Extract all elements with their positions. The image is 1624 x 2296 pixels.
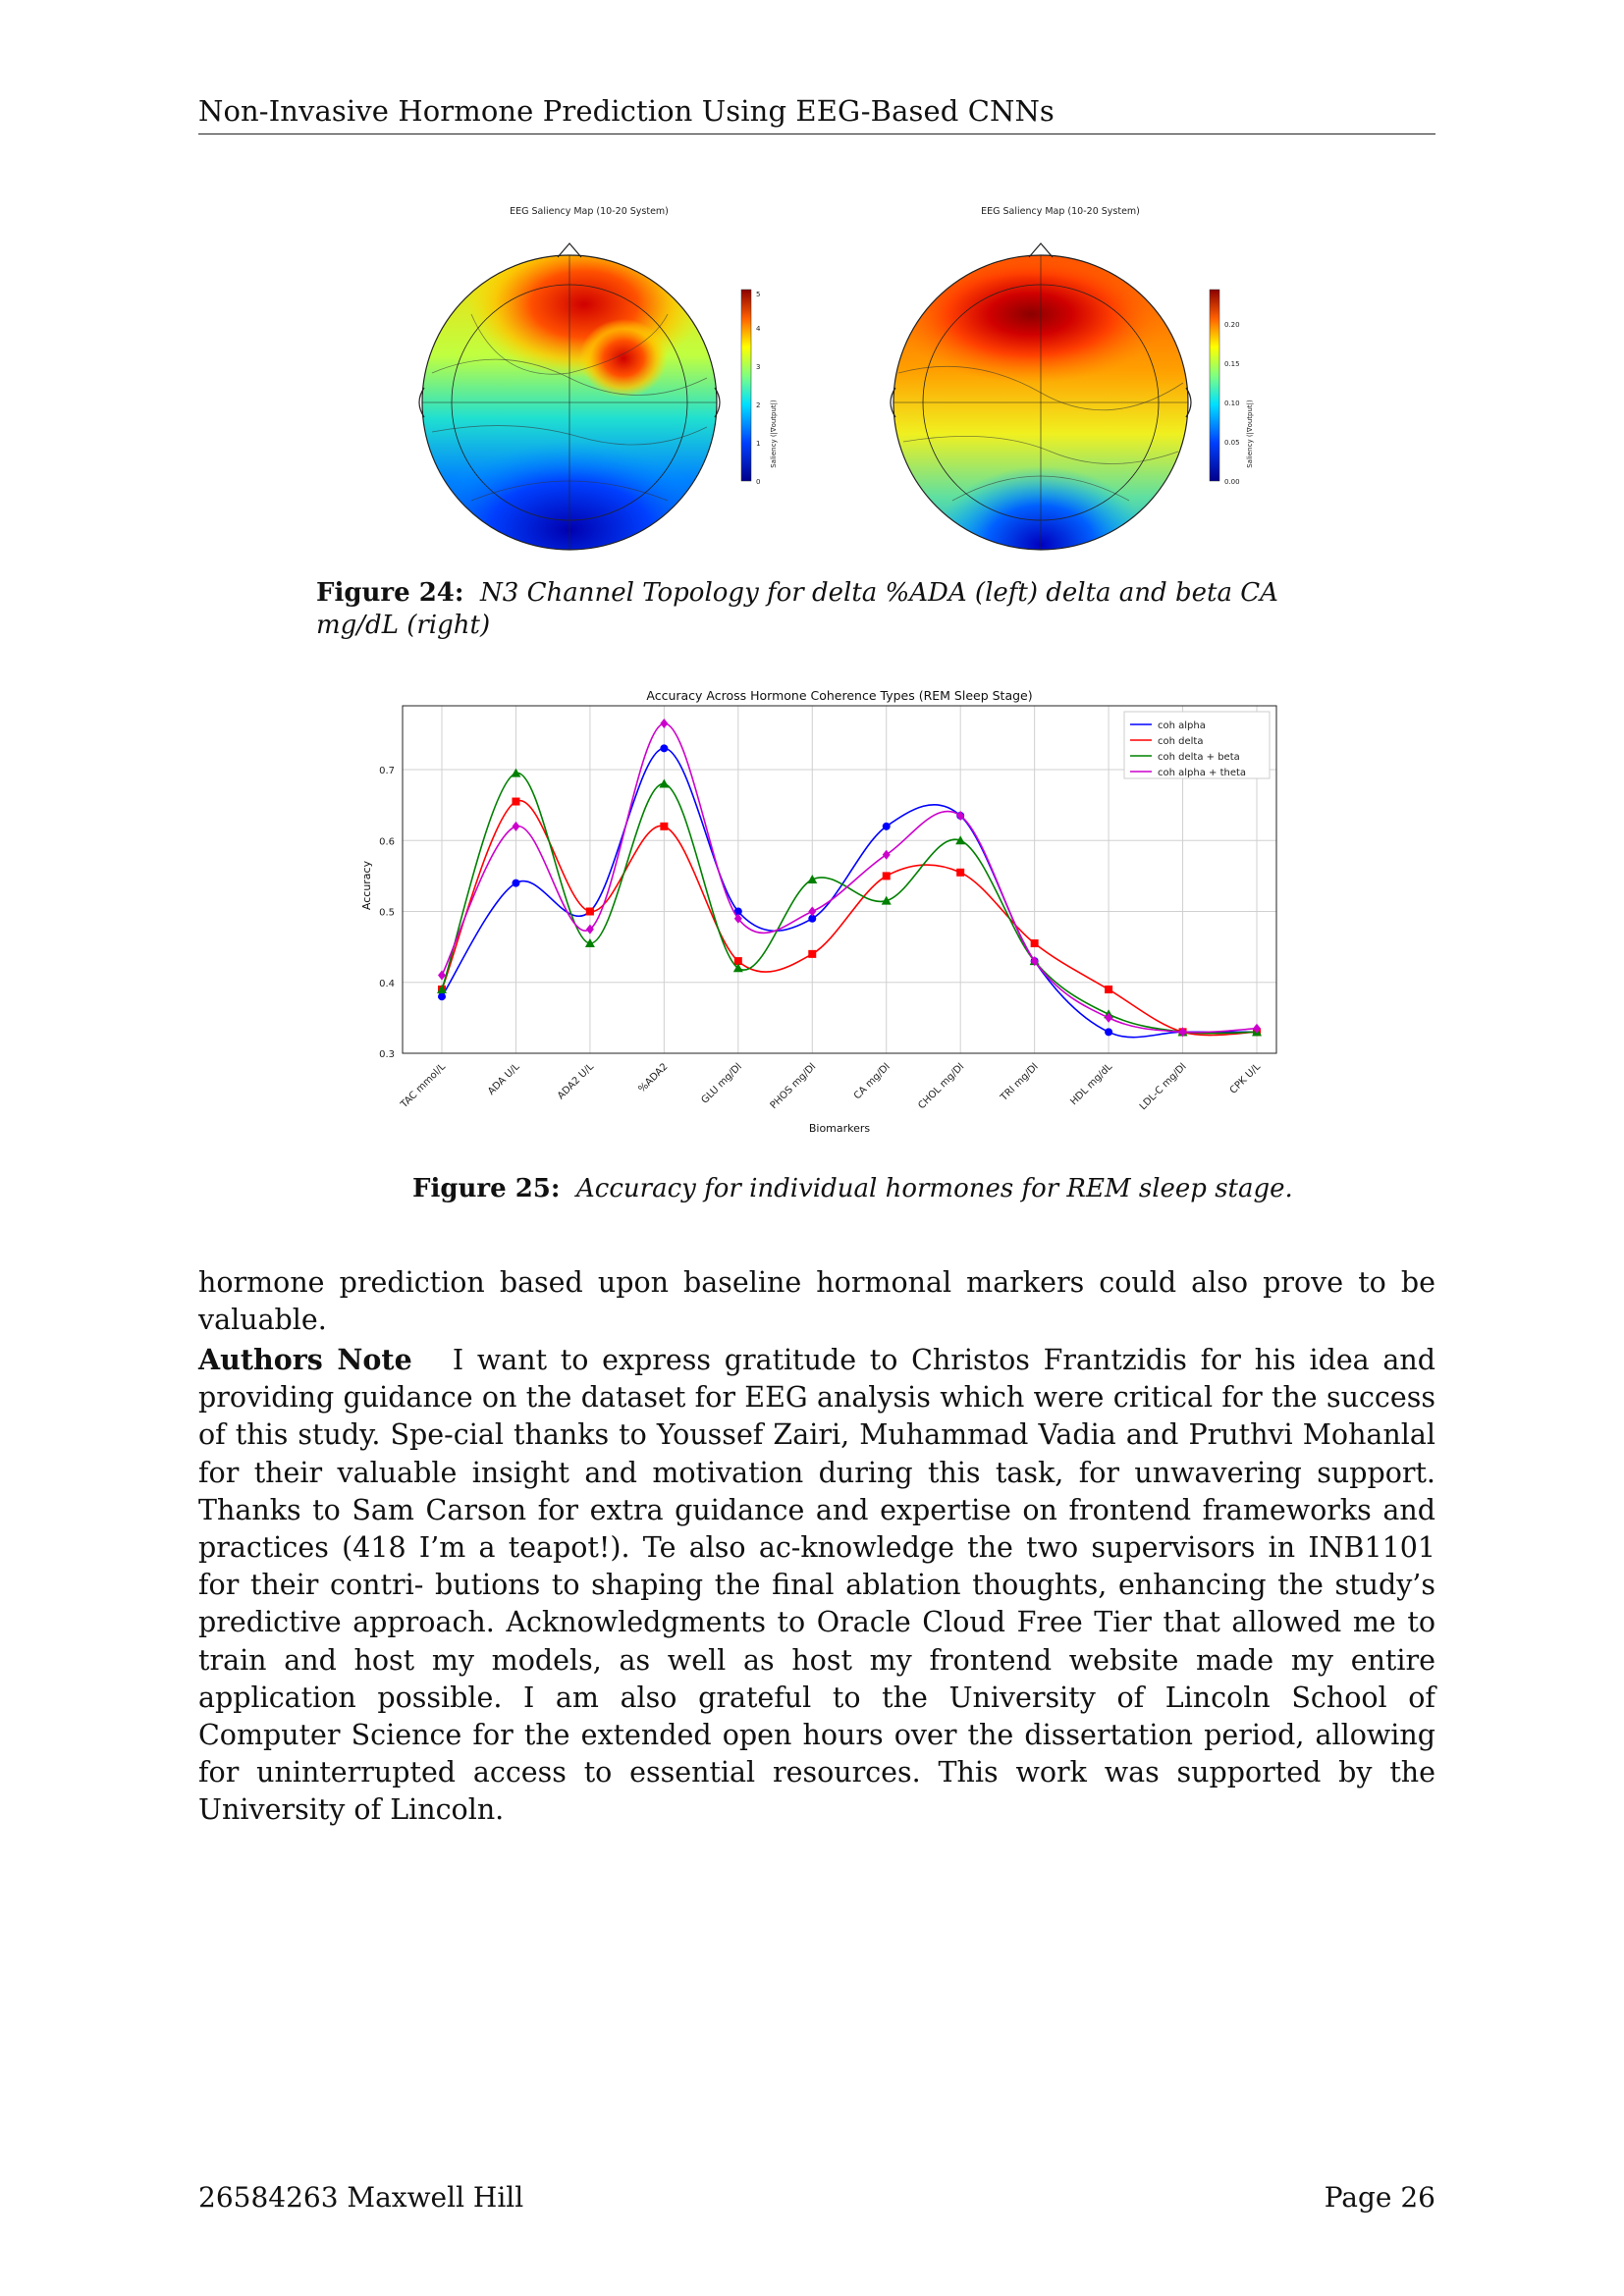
legend-label: coh alpha + theta [1158,768,1246,778]
legend-label: coh delta + beta [1158,752,1240,763]
footer-page-number: Page 26 [1325,2181,1435,2214]
accuracy-chart-svg: Accuracy Across Hormone Coherence Types … [349,682,1291,1153]
topo-left-svg: 0 1 2 3 4 5 Saliency (|∇output|) [412,206,785,560]
data-point [660,744,668,752]
series-line [442,773,1257,1033]
figure-25-text: Accuracy for individual hormones for REM… [576,1174,1293,1203]
svg-text:Saliency (|∇output|): Saliency (|∇output|) [1246,400,1254,468]
figure-24-caption: Figure 24: N3 Channel Topology for delta… [316,577,1318,642]
svg-text:4: 4 [756,325,761,333]
figure-25-label: Figure 25: [412,1174,561,1203]
accuracy-chart: Accuracy Across Hormone Coherence Types … [349,682,1291,1153]
x-tick-label: %ADA2 [636,1061,670,1095]
topo-right-svg: 0.00 0.05 0.10 0.15 0.20 Saliency (|∇output… [884,206,1257,560]
data-point [1105,1028,1112,1036]
data-point [586,908,594,916]
data-point [512,822,519,831]
x-tick-label: TAC mmol/L [399,1061,449,1111]
x-tick-label: GLU mg/Dl [699,1061,743,1105]
topo-map-right: EEG Saliency Map (10-20 System) [884,206,1257,560]
data-point [808,950,816,958]
data-point [660,823,668,830]
data-point [438,992,446,1000]
y-tick-label: 0.6 [379,836,395,847]
authors-note-text: I want to express gratitude to Christos … [198,1344,1435,1826]
paragraph-authors-note: Authors Note I want to express gratitude… [198,1341,1435,1830]
y-tick-label: 0.4 [379,979,395,989]
figure-25-caption: Figure 25: Accuracy for individual hormo… [412,1173,1296,1205]
svg-text:0.15: 0.15 [1224,360,1240,368]
svg-text:0.10: 0.10 [1224,400,1240,407]
svg-text:0.00: 0.00 [1224,478,1240,486]
svg-text:2: 2 [756,401,760,409]
svg-text:1: 1 [756,440,760,448]
data-point [883,850,891,860]
svg-text:0.20: 0.20 [1224,321,1240,329]
x-tick-label: LDL-C mg/Dl [1138,1061,1189,1112]
svg-text:5: 5 [756,291,760,298]
chart-ylabel: Accuracy [360,860,373,910]
x-tick-label: TRI mg/Dl [999,1061,1041,1103]
x-tick-label: HDL mg/dL [1068,1061,1114,1107]
data-point [883,872,891,880]
data-point [512,798,519,806]
footer-author: 26584263 Maxwell Hill [198,2181,523,2214]
data-point [956,869,964,877]
legend-label: coh alpha [1158,721,1206,731]
x-tick-label: CPK U/L [1228,1061,1264,1096]
svg-text:3: 3 [756,363,760,371]
data-point [512,880,519,887]
x-tick-label: CHOL mg/Dl [916,1061,966,1111]
y-tick-label: 0.3 [379,1049,395,1060]
svg-text:Saliency (|∇output|): Saliency (|∇output|) [770,400,778,468]
running-header: Non-Invasive Hormone Prediction Using EE… [198,94,1435,128]
series-line [442,801,1257,1036]
paragraph-1: hormone prediction based upon baseline h… [198,1264,1435,1339]
x-tick-label: ADA2 U/L [556,1061,596,1101]
x-tick-label: PHOS mg/Dl [769,1061,819,1111]
svg-text:0.05: 0.05 [1224,439,1240,447]
y-tick-label: 0.5 [379,908,395,919]
data-point [1105,986,1112,993]
data-point [660,719,668,728]
data-point [1031,939,1039,947]
legend-label: coh delta [1158,736,1203,747]
data-point [659,778,669,787]
data-point [808,907,816,917]
chart-title: Accuracy Across Hormone Coherence Types … [646,688,1032,703]
data-point [883,823,891,830]
topo-map-left: EEG Saliency Map (10-20 System) [412,206,785,560]
chart-xlabel: Biomarkers [809,1122,871,1135]
y-tick-label: 0.7 [379,766,395,776]
header-rule [198,133,1435,134]
x-tick-label: CA mg/Dl [852,1061,893,1101]
x-tick-label: ADA U/L [486,1061,522,1097]
figure-24-label: Figure 24: [316,578,464,608]
svg-text:0: 0 [756,478,760,486]
authors-note-heading: Authors Note [198,1343,412,1376]
